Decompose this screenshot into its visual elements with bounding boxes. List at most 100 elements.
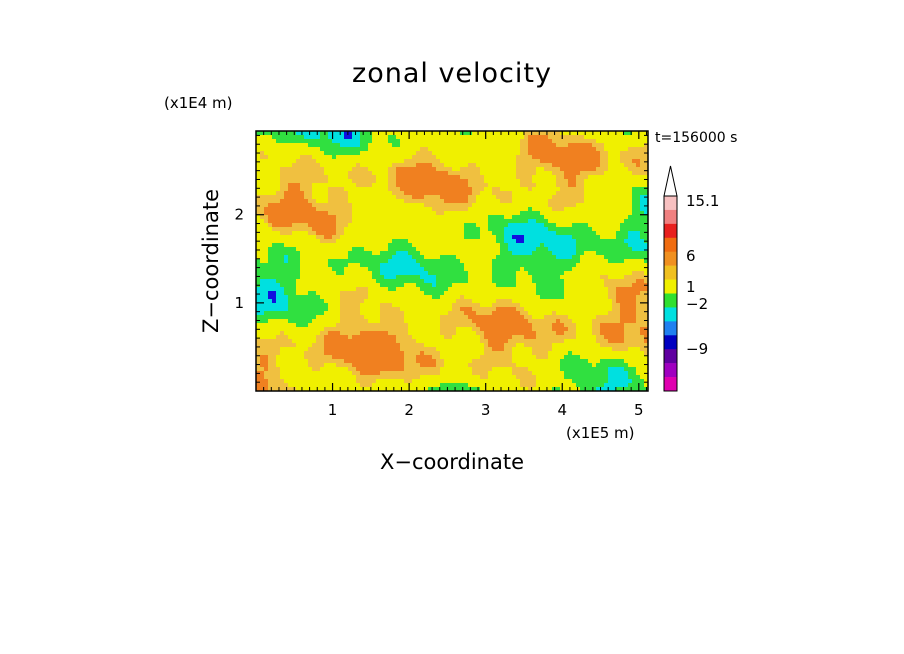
field-cell — [356, 231, 361, 236]
field-cell — [288, 327, 293, 332]
field-cell — [444, 183, 449, 188]
field-cell — [492, 223, 497, 228]
field-cell — [640, 159, 645, 164]
field-cell — [432, 207, 437, 212]
field-cell — [264, 303, 269, 308]
field-cell — [544, 235, 549, 240]
field-cell — [548, 143, 553, 148]
field-cell — [372, 323, 377, 328]
field-cell — [396, 239, 401, 244]
field-cell — [404, 147, 409, 152]
field-cell — [604, 147, 609, 152]
field-cell — [440, 175, 445, 180]
field-cell — [524, 267, 529, 272]
field-cell — [392, 315, 397, 320]
field-cell — [580, 287, 585, 292]
field-cell — [620, 271, 625, 276]
field-cell — [580, 307, 585, 312]
field-cell — [416, 219, 421, 224]
field-cell — [572, 155, 577, 160]
field-cell — [308, 215, 313, 220]
field-cell — [508, 195, 513, 200]
field-cell — [360, 207, 365, 212]
field-cell — [572, 147, 577, 152]
field-cell — [628, 151, 633, 156]
field-cell — [472, 279, 477, 284]
field-cell — [444, 291, 449, 296]
field-cell — [268, 227, 273, 232]
field-cell — [624, 303, 629, 308]
field-cell — [432, 283, 437, 288]
field-cell — [476, 247, 481, 252]
field-cell — [500, 319, 505, 324]
field-cell — [540, 263, 545, 268]
field-cell — [616, 159, 621, 164]
field-cell — [500, 267, 505, 272]
field-cell — [496, 167, 501, 172]
field-cell — [500, 311, 505, 316]
field-cell — [468, 223, 473, 228]
field-cell — [408, 287, 413, 292]
field-cell — [564, 235, 569, 240]
field-cell — [372, 235, 377, 240]
field-cell — [620, 315, 625, 320]
field-cell — [616, 223, 621, 228]
field-cell — [424, 283, 429, 288]
field-cell — [508, 231, 513, 236]
field-cell — [320, 219, 325, 224]
field-cell — [280, 279, 285, 284]
field-cell — [344, 279, 349, 284]
field-cell — [620, 243, 625, 248]
field-cell — [400, 175, 405, 180]
field-cell — [432, 263, 437, 268]
field-cell — [304, 135, 309, 140]
field-cell — [388, 255, 393, 260]
field-cell — [404, 279, 409, 284]
field-cell — [528, 239, 533, 244]
field-cell — [516, 239, 521, 244]
field-cell — [532, 315, 537, 320]
field-cell — [280, 167, 285, 172]
field-cell — [520, 131, 525, 136]
field-cell — [456, 243, 461, 248]
field-cell — [404, 283, 409, 288]
field-cell — [256, 131, 261, 136]
field-cell — [296, 247, 301, 252]
field-cell — [284, 247, 289, 252]
field-cell — [492, 275, 497, 280]
field-cell — [552, 195, 557, 200]
field-cell — [340, 323, 345, 328]
field-cell — [524, 175, 529, 180]
field-cell — [548, 171, 553, 176]
field-cell — [628, 283, 633, 288]
field-cell — [352, 279, 357, 284]
field-cell — [464, 207, 469, 212]
field-cell — [552, 211, 557, 216]
field-cell — [532, 215, 537, 220]
field-cell — [384, 227, 389, 232]
field-cell — [364, 251, 369, 256]
field-cell — [440, 231, 445, 236]
field-cell — [632, 139, 637, 144]
field-cell — [500, 271, 505, 276]
field-cell — [484, 203, 489, 208]
field-cell — [340, 223, 345, 228]
field-cell — [332, 195, 337, 200]
field-cell — [416, 235, 421, 240]
field-cell — [628, 263, 633, 268]
field-cell — [308, 235, 313, 240]
field-cell — [636, 215, 641, 220]
field-cell — [456, 327, 461, 332]
field-cell — [384, 263, 389, 268]
field-cell — [512, 255, 517, 260]
field-cell — [412, 323, 417, 328]
field-cell — [592, 163, 597, 168]
field-cell — [284, 163, 289, 168]
field-cell — [364, 315, 369, 320]
field-cell — [436, 327, 441, 332]
field-cell — [568, 311, 573, 316]
field-cell — [560, 251, 565, 256]
field-cell — [592, 263, 597, 268]
field-cell — [292, 187, 297, 192]
field-cell — [484, 331, 489, 336]
